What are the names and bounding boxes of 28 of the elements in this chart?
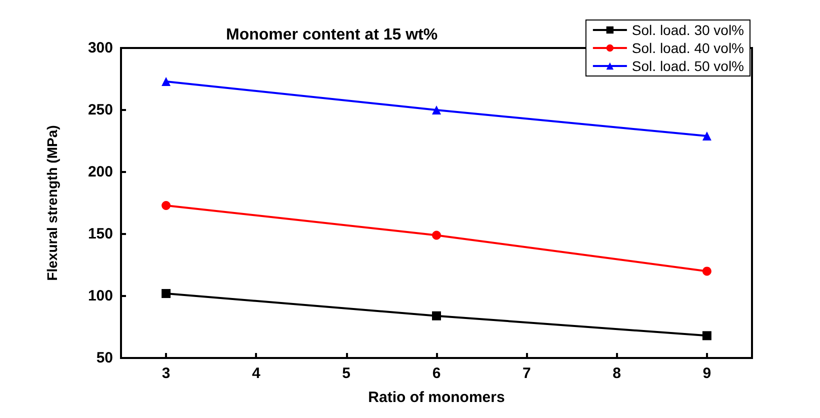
point [702,266,712,276]
point [702,132,712,141]
y-tick-label: 100 [88,288,113,304]
y-tick-label: 150 [88,226,113,242]
chart-title: Monomer content at 15 wt% [226,26,438,44]
point [702,331,712,340]
y-tick-label: 50 [96,350,113,366]
x-axis-title: Ratio of monomers [368,389,505,406]
x-tick-label: 3 [162,365,170,382]
y-tick-label: 250 [88,102,113,118]
point [162,289,171,298]
x-tick-label: 6 [432,365,441,382]
x-tick-label: 4 [252,365,262,382]
point [432,311,441,320]
point [162,200,171,210]
point [432,106,441,114]
y-axis-title: Flexural strength (MPa) [44,125,60,281]
x-tick-label: 9 [702,365,712,382]
y-tick-label: 300 [88,40,113,56]
x-tick-label: 5 [342,365,351,382]
y-tick-label: 200 [88,164,113,180]
x-tick-label: 7 [522,365,531,382]
point [432,230,441,240]
legend-label: Sol. load. 40 vol% [632,40,744,56]
point [162,76,171,86]
legend-label: Sol. load. 50 vol% [632,58,744,74]
legend-label: Sol. load. 30 vol% [632,22,744,38]
x-tick-label: 8 [612,365,621,382]
